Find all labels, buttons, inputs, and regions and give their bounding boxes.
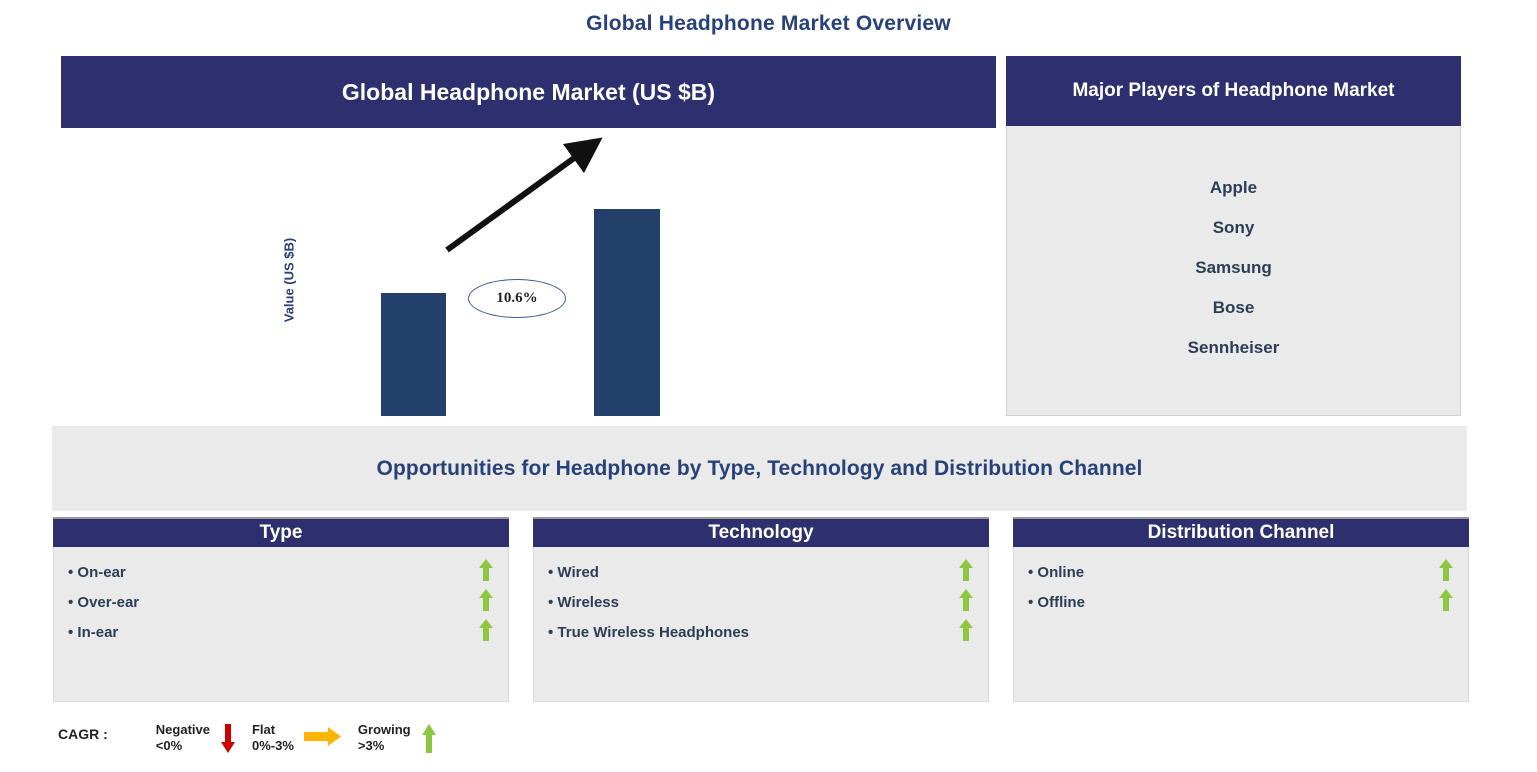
legend-item-flat: Flat 0%-3% bbox=[252, 722, 342, 754]
chart-banner: Global Headphone Market (US $B) bbox=[61, 56, 996, 128]
segment-item-label: • Online bbox=[1028, 563, 1085, 581]
arrow-up-icon bbox=[478, 618, 494, 646]
arrow-up-icon bbox=[478, 588, 494, 616]
segment-column-type: Type • On-ear • Over-ear • In-ear bbox=[53, 517, 509, 702]
list-item: Apple bbox=[1209, 177, 1258, 197]
legend-label: Growing bbox=[357, 722, 411, 737]
segment-header-label: Technology bbox=[708, 522, 814, 543]
segment-item-label: • Offline bbox=[1028, 593, 1085, 611]
chart-banner-label: Global Headphone Market (US $B) bbox=[341, 78, 716, 105]
segment-header-label: Distribution Channel bbox=[1147, 522, 1335, 543]
opportunities-banner-label: Opportunities for Headphone by Type, Tec… bbox=[376, 456, 1143, 480]
list-item: • In-ear bbox=[68, 617, 494, 647]
legend-range: <0% bbox=[155, 738, 183, 753]
arrow-up-icon bbox=[478, 558, 494, 586]
list-item: • Online bbox=[1028, 557, 1454, 587]
cagr-callout: 10.6% bbox=[468, 279, 566, 318]
cagr-legend: CAGR : Negative <0% Flat 0%-3% Growing >… bbox=[58, 722, 453, 759]
arrow-up-icon bbox=[958, 558, 974, 586]
segment-item-label: • True Wireless Headphones bbox=[548, 623, 750, 641]
segment-item-label: • In-ear bbox=[68, 623, 119, 641]
segment-header: Technology bbox=[533, 517, 989, 547]
legend-item-growing: Growing >3% bbox=[358, 722, 437, 759]
legend-label: Flat bbox=[251, 722, 276, 737]
segment-item-label: • Wired bbox=[548, 563, 599, 581]
legend-item-negative: Negative <0% bbox=[156, 722, 236, 759]
arrow-up-icon bbox=[958, 588, 974, 616]
segment-body: • Online • Offline bbox=[1013, 547, 1469, 702]
list-item: • Wired bbox=[548, 557, 974, 587]
players-banner-label: Major Players of Headphone Market bbox=[1072, 80, 1395, 101]
arrow-up-icon bbox=[1438, 558, 1454, 586]
bar-2031 bbox=[594, 209, 660, 416]
segment-header: Distribution Channel bbox=[1013, 517, 1469, 547]
arrow-up-icon bbox=[421, 724, 437, 759]
market-chart-card: Global Headphone Market (US $B) Value (U… bbox=[61, 56, 996, 484]
segment-body: • On-ear • Over-ear • In-ear bbox=[53, 547, 509, 702]
list-item: • On-ear bbox=[68, 557, 494, 587]
legend-label: Negative bbox=[155, 722, 210, 737]
bar-chart: Value (US $B) 2025 2031 10.6% Source : L… bbox=[61, 128, 996, 484]
legend-range: >3% bbox=[357, 738, 385, 753]
cagr-value: 10.6% bbox=[496, 290, 538, 306]
list-item: • Over-ear bbox=[68, 587, 494, 617]
segment-body: • Wired • Wireless • True Wireless Headp… bbox=[533, 547, 989, 702]
arrow-right-icon bbox=[303, 724, 342, 753]
cagr-arrow-icon bbox=[445, 137, 603, 253]
segment-column-distribution-channel: Distribution Channel • Online • Offline bbox=[1013, 517, 1469, 702]
segment-item-label: • Over-ear bbox=[68, 593, 140, 611]
major-players-card: Major Players of Headphone Market Apple … bbox=[1006, 56, 1461, 416]
list-item: Bose bbox=[1212, 297, 1255, 317]
list-item: Sony bbox=[1212, 217, 1255, 237]
players-banner: Major Players of Headphone Market bbox=[1006, 56, 1461, 126]
segment-column-technology: Technology • Wired • Wireless • True Wir… bbox=[533, 517, 989, 702]
list-item: • True Wireless Headphones bbox=[548, 617, 974, 647]
players-list: Apple Sony Samsung Bose Sennheiser bbox=[1006, 126, 1461, 416]
arrow-up-icon bbox=[1438, 588, 1454, 616]
segment-header: Type bbox=[53, 517, 509, 547]
list-item: Samsung bbox=[1195, 257, 1272, 277]
segment-item-label: • Wireless bbox=[548, 593, 619, 611]
segment-header-label: Type bbox=[259, 522, 303, 543]
opportunities-banner: Opportunities for Headphone by Type, Tec… bbox=[52, 426, 1467, 511]
arrow-down-icon bbox=[220, 724, 236, 759]
arrow-up-icon bbox=[958, 618, 974, 646]
bar-2025 bbox=[381, 293, 446, 416]
list-item: • Offline bbox=[1028, 587, 1454, 617]
list-item: • Wireless bbox=[548, 587, 974, 617]
list-item: Sennheiser bbox=[1187, 337, 1280, 357]
cagr-legend-title: CAGR : bbox=[58, 726, 108, 742]
page-title: Global Headphone Market Overview bbox=[586, 12, 951, 35]
legend-range: 0%-3% bbox=[251, 738, 294, 753]
segment-item-label: • On-ear bbox=[68, 563, 126, 581]
